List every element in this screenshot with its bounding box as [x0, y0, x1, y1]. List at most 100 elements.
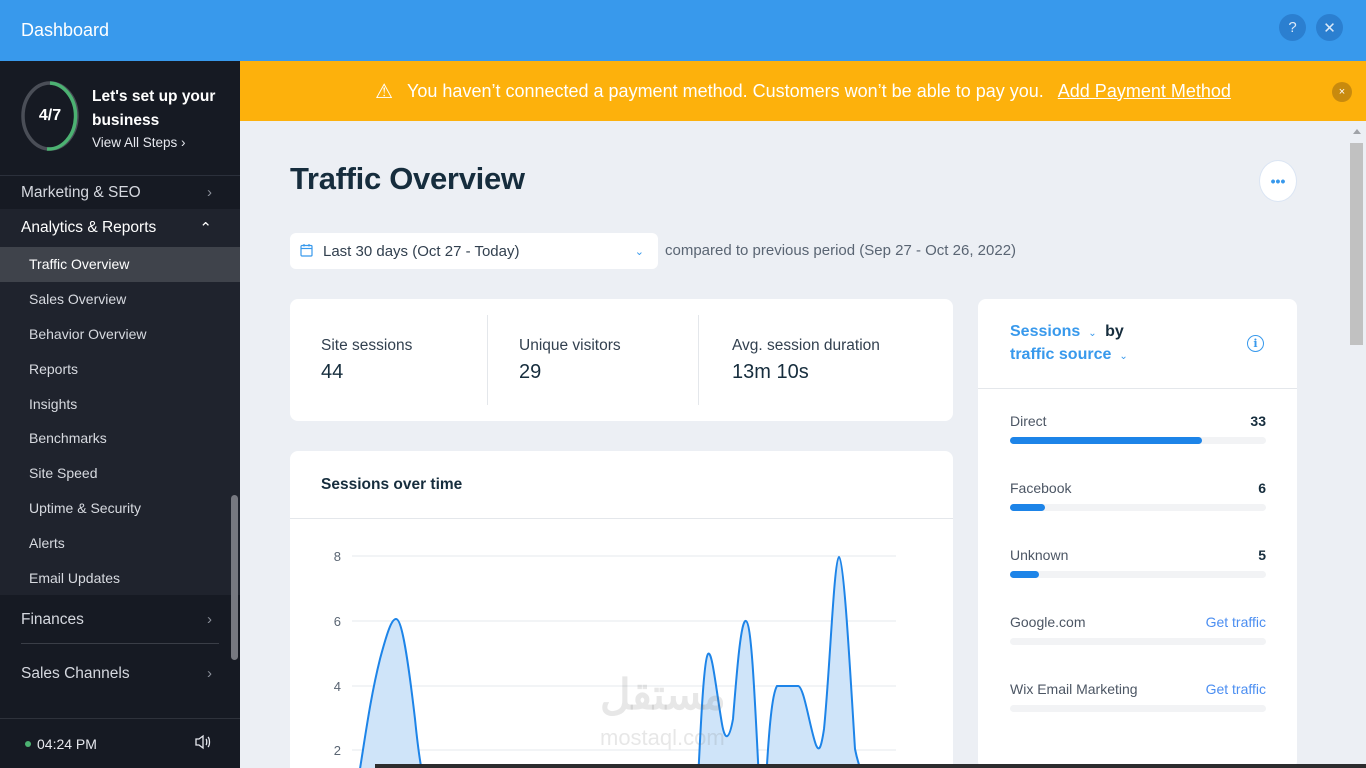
sidebar-section-sales-channels[interactable]: Sales Channels › [0, 644, 240, 704]
view-all-steps-link[interactable]: View All Steps › [92, 135, 186, 150]
source-bar-fill [1010, 504, 1045, 511]
sidebar-item-benchmarks[interactable]: Benchmarks [29, 430, 107, 447]
window-title-bar: Dashboard ? ✕ [0, 0, 1366, 61]
progress-ring-icon: 4/7 [20, 80, 80, 152]
source-row-facebook: Facebook 6 [1010, 480, 1266, 511]
sidebar-section-marketing-seo[interactable]: Marketing & SEO › [0, 176, 240, 209]
y-tick-2: 2 [334, 743, 341, 758]
kpi-label: Unique visitors [519, 336, 621, 354]
add-payment-method-link[interactable]: Add Payment Method [1057, 80, 1231, 101]
chevron-right-icon: › [207, 184, 212, 201]
source-value: 6 [1258, 480, 1266, 496]
source-label: Wix Email Marketing [1010, 681, 1138, 697]
chevron-right-icon: › [207, 611, 212, 629]
setup-progress-widget[interactable]: 4/7 Let's set up your business View All … [0, 61, 240, 176]
taskbar-edge [375, 764, 1366, 768]
source-row-direct: Direct 33 [1010, 413, 1266, 444]
sidebar-section-label: Analytics & Reports [21, 219, 157, 236]
source-label: Facebook [1010, 480, 1072, 496]
banner-close-button[interactable]: × [1332, 82, 1352, 102]
sidebar-item-sales-overview[interactable]: Sales Overview [29, 291, 127, 308]
dimension-dropdown[interactable]: traffic source ⌄ [1010, 346, 1128, 364]
source-value: 33 [1250, 413, 1266, 429]
kpi-label: Site sessions [321, 336, 413, 354]
status-bar: 04:24 PM [0, 718, 240, 768]
source-row-wix-email-marketing: Wix Email Marketing Get traffic [1010, 681, 1266, 712]
source-bar-fill [1010, 571, 1040, 578]
info-icon[interactable]: i [1247, 335, 1264, 352]
source-value: 5 [1258, 547, 1266, 563]
source-row-unknown: Unknown 5 [1010, 547, 1266, 578]
speaker-icon[interactable] [194, 734, 212, 753]
source-bar [1010, 638, 1266, 645]
get-traffic-link[interactable]: Get traffic [1205, 681, 1266, 697]
date-range-dropdown[interactable]: Last 30 days (Oct 27 - Today) ⌄ [290, 233, 658, 269]
dimension-value: traffic source [1010, 346, 1112, 363]
payment-warning-banner: ⚠ You haven’t connected a payment method… [240, 61, 1366, 121]
main-content: Traffic Overview ••• Last 30 days (Oct 2… [240, 121, 1348, 768]
by-label: by [1105, 323, 1124, 340]
kpi-site-sessions[interactable]: Site sessions 44 [290, 315, 487, 405]
scroll-up-arrow-icon[interactable] [1353, 129, 1361, 134]
setup-heading: Let's set up your business [92, 88, 216, 129]
y-tick-8: 8 [334, 549, 341, 564]
chevron-right-icon: › [207, 665, 212, 683]
kpi-value: 44 [321, 360, 344, 383]
sidebar-item-behavior-overview[interactable]: Behavior Overview [29, 325, 147, 342]
sidebar-section-label: Finances [21, 610, 84, 628]
source-bar [1010, 705, 1266, 712]
kpi-summary-card: Site sessions 44 Unique visitors 29 Avg.… [290, 299, 953, 421]
chevron-down-icon: ⌄ [1088, 328, 1097, 339]
help-icon: ? [1288, 19, 1297, 36]
scrollbar-thumb[interactable] [1350, 143, 1363, 345]
close-icon: ✕ [1323, 19, 1336, 37]
close-window-button[interactable]: ✕ [1316, 14, 1343, 41]
chart-title: Sessions over time [290, 451, 953, 519]
sessions-over-time-card: Sessions over time 8 6 4 2 [290, 451, 953, 768]
metric-dropdown[interactable]: Sessions ⌄ by [1010, 323, 1124, 341]
calendar-icon [300, 243, 313, 260]
help-button[interactable]: ? [1279, 14, 1306, 41]
comparison-period-text: compared to previous period (Sep 27 - Oc… [665, 242, 1017, 259]
sidebar-item-alerts[interactable]: Alerts [29, 534, 65, 551]
chevron-down-icon: ⌄ [1119, 351, 1128, 362]
sidebar-item-insights[interactable]: Insights [29, 395, 78, 412]
main-scrollbar[interactable] [1348, 121, 1366, 768]
watermark-arabic: مستقل [600, 671, 726, 718]
clock-time: 04:24 PM [37, 735, 97, 752]
sessions-area-chart[interactable]: 8 6 4 2 [290, 519, 953, 768]
setup-progress-count: 4/7 [38, 107, 62, 124]
chevron-up-icon: ⌃ [199, 220, 212, 237]
source-bar [1010, 437, 1266, 444]
warning-icon: ⚠ [375, 80, 394, 103]
sidebar-divider [21, 642, 219, 644]
kpi-avg-session-duration[interactable]: Avg. session duration 13m 10s [698, 315, 938, 405]
more-actions-button[interactable]: ••• [1259, 160, 1297, 202]
source-label: Direct [1010, 413, 1047, 429]
analytics-submenu: Traffic Overview Sales Overview Behavior… [0, 247, 240, 595]
kpi-label: Avg. session duration [732, 336, 880, 354]
y-tick-6: 6 [334, 614, 341, 629]
sidebar-section-finances[interactable]: Finances › [0, 597, 240, 643]
sidebar-item-reports[interactable]: Reports [29, 360, 79, 377]
traffic-source-card: Sessions ⌄ by traffic source ⌄ i Direct 33 … [978, 299, 1297, 768]
metric-value: Sessions [1010, 323, 1081, 340]
kpi-unique-visitors[interactable]: Unique visitors 29 [487, 315, 698, 405]
ellipsis-icon: ••• [1270, 173, 1286, 189]
sidebar-section-analytics-reports[interactable]: Analytics & Reports ⌃ [0, 209, 240, 247]
sidebar-section-label: Sales Channels [21, 664, 130, 682]
sidebar-item-traffic-overview[interactable]: Traffic Overview [0, 247, 240, 282]
y-tick-4: 4 [334, 679, 341, 694]
kpi-value: 13m 10s [732, 360, 809, 383]
sidebar-item-site-speed[interactable]: Site Speed [29, 465, 98, 482]
chevron-down-icon: ⌄ [634, 245, 644, 258]
get-traffic-link[interactable]: Get traffic [1205, 614, 1266, 630]
online-status-icon [25, 740, 31, 747]
watermark-latin: mostaql.com [600, 725, 725, 750]
sidebar-scrollbar[interactable] [231, 495, 238, 660]
source-bar [1010, 504, 1266, 511]
sidebar-item-email-updates[interactable]: Email Updates [29, 569, 121, 586]
banner-message: You haven’t connected a payment method. … [407, 80, 1044, 101]
source-label: Unknown [1010, 547, 1069, 563]
sidebar-item-uptime-security[interactable]: Uptime & Security [29, 499, 142, 516]
